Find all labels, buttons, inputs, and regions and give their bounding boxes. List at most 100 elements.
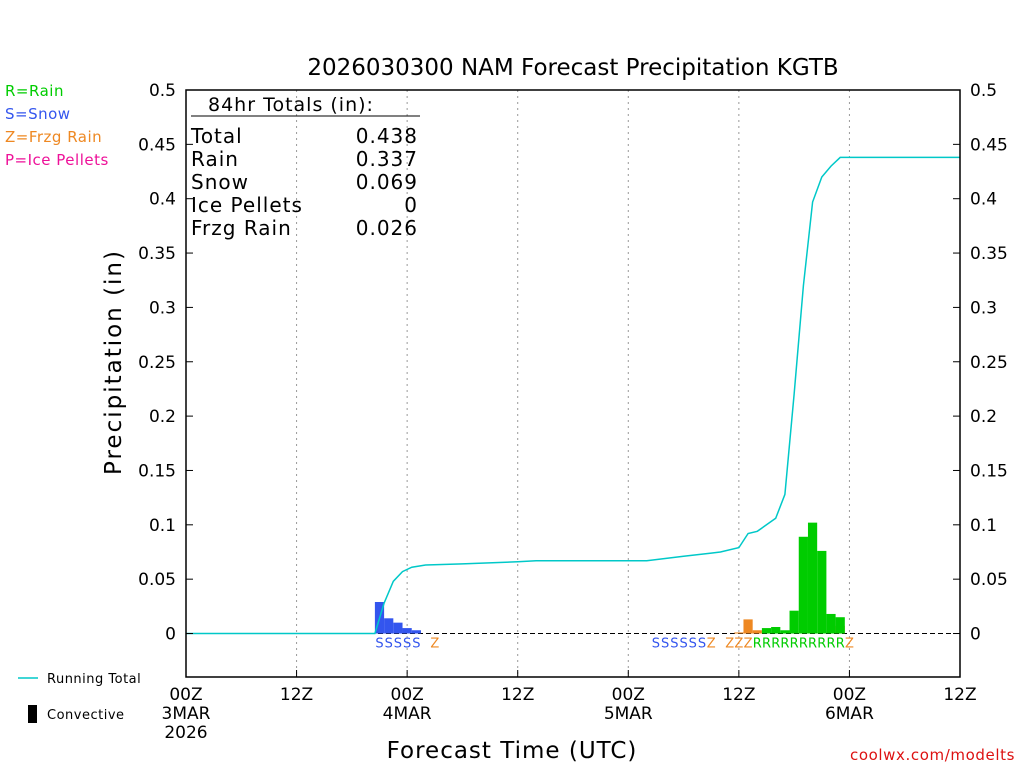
bar-rain (761, 628, 772, 634)
x-tick-label: 12Z (943, 685, 976, 705)
type-legend: R=Rain S=Snow Z=Frzg Rain P=Ice Pellets (5, 82, 109, 169)
y-tick-label: 0.25 (138, 353, 176, 373)
type-code: R (826, 637, 835, 652)
y-tick-label: 0.5 (149, 81, 176, 101)
bar-rain (817, 550, 827, 634)
y-tick-label: 0.3 (149, 298, 176, 318)
x-tick-label: 4MAR (383, 704, 432, 724)
bar-rain (771, 626, 781, 634)
totals-label: Ice Pellets (191, 193, 303, 217)
x-tick-label: 00Z (169, 685, 202, 705)
totals-value: 0.026 (356, 216, 418, 240)
plot-grid (296, 90, 850, 677)
type-code: S (385, 637, 393, 652)
x-tick-label: 12Z (722, 685, 755, 705)
y-tick-label-right: 0.3 (970, 298, 997, 318)
bar-snow (384, 618, 394, 634)
x-tick-label: 3MAR (162, 704, 211, 724)
legend-line-label: Running Total (47, 672, 141, 687)
legend-type-entry: P=Ice Pellets (5, 151, 109, 169)
x-tick-label: 2026 (164, 723, 207, 743)
type-code: S (652, 637, 660, 652)
totals-value: 0 (404, 193, 418, 217)
y-tick-label-right: 0.4 (970, 190, 997, 210)
totals-value: 0.337 (356, 147, 418, 171)
bar-rain (807, 522, 818, 634)
y-tick-label-right: 0.2 (970, 407, 997, 427)
x-axis-label: Forecast Time (UTC) (387, 738, 638, 764)
type-code: Z (725, 637, 734, 652)
type-code: R (771, 637, 780, 652)
x-tick-label: 00Z (833, 685, 866, 705)
x-tick-label: 12Z (501, 685, 534, 705)
y-tick-label: 0.15 (138, 461, 176, 481)
type-code: Z (707, 637, 716, 652)
y-tick-label: 0.1 (149, 516, 176, 536)
x-tick-label: 5MAR (604, 704, 653, 724)
bar-rain (798, 536, 808, 634)
bar-frzg-rain (752, 630, 762, 634)
y-tick-label: 0.05 (138, 570, 176, 590)
y-tick-label-right: 0.35 (970, 244, 1008, 264)
type-code: S (679, 637, 687, 652)
running-total-line (186, 156, 960, 635)
precip-bars (374, 522, 845, 634)
type-code: S (689, 637, 697, 652)
type-code: S (412, 637, 420, 652)
chart-title: 2026030300 NAM Forecast Precipitation KG… (307, 55, 838, 81)
y-tick-label-right: 0.25 (970, 353, 1008, 373)
totals-label: Rain (191, 147, 239, 171)
bar-frzg-rain (743, 619, 753, 634)
legend-convective-swatch (28, 705, 37, 723)
credit-text: coolwx.com/modelts (850, 746, 1015, 764)
type-code: Z (430, 637, 439, 652)
y-tick-label-right: 0.1 (970, 516, 997, 536)
type-code: R (762, 637, 771, 652)
type-code: S (403, 637, 411, 652)
x-tick-label: 00Z (612, 685, 645, 705)
bar-snow (402, 628, 412, 634)
totals-value: 0.069 (356, 170, 418, 194)
type-code: S (670, 637, 678, 652)
bar-rain (826, 613, 836, 634)
y-tick-label: 0.35 (138, 244, 176, 264)
type-code: R (790, 637, 799, 652)
type-code: R (836, 637, 845, 652)
bar-snow (411, 630, 421, 634)
bar-rain (780, 630, 790, 634)
y-tick-label: 0.45 (138, 135, 176, 155)
type-code: S (661, 637, 669, 652)
type-code: R (799, 637, 808, 652)
y-axis-right: 0 0.05 0.1 0.15 0.2 0.25 0.3 0.35 0.4 0.45 0.5 (953, 81, 1008, 645)
legend-type-entry: S=Snow (5, 105, 71, 123)
y-axis-left: 0 0.05 0.1 0.15 0.2 0.25 0.3 0.35 0.4 0.45 0.5 (138, 81, 193, 645)
legend-type-entry: R=Rain (5, 82, 64, 100)
type-code: S (698, 637, 706, 652)
type-code: Z (734, 637, 743, 652)
y-tick-label-right: 0.05 (970, 570, 1008, 590)
y-tick-label-right: 0.15 (970, 461, 1008, 481)
line-legend: Running Total Convective (18, 672, 141, 723)
totals-label: Snow (191, 170, 249, 194)
totals-value: 0.438 (356, 124, 418, 148)
x-tick-label: 12Z (280, 685, 313, 705)
totals-box: 84hr Totals (in): Total 0.438 Rain 0.337 Sno… (190, 94, 420, 240)
x-tick-label: 00Z (391, 685, 424, 705)
totals-header: 84hr Totals (in): (208, 94, 374, 116)
type-code: Z (744, 637, 753, 652)
y-tick-label: 0.4 (149, 190, 176, 210)
type-code: R (817, 637, 826, 652)
legend-line-label: Convective (47, 708, 125, 723)
bar-snow (393, 622, 403, 634)
type-code: R (808, 637, 817, 652)
bar-rain (835, 617, 845, 634)
totals-label: Frzg Rain (191, 216, 292, 240)
y-tick-label-right: 0.45 (970, 135, 1008, 155)
plot-frame (185, 89, 961, 678)
totals-label: Total (190, 124, 243, 148)
type-code: S (394, 637, 402, 652)
y-tick-label-right: 0 (970, 625, 981, 645)
